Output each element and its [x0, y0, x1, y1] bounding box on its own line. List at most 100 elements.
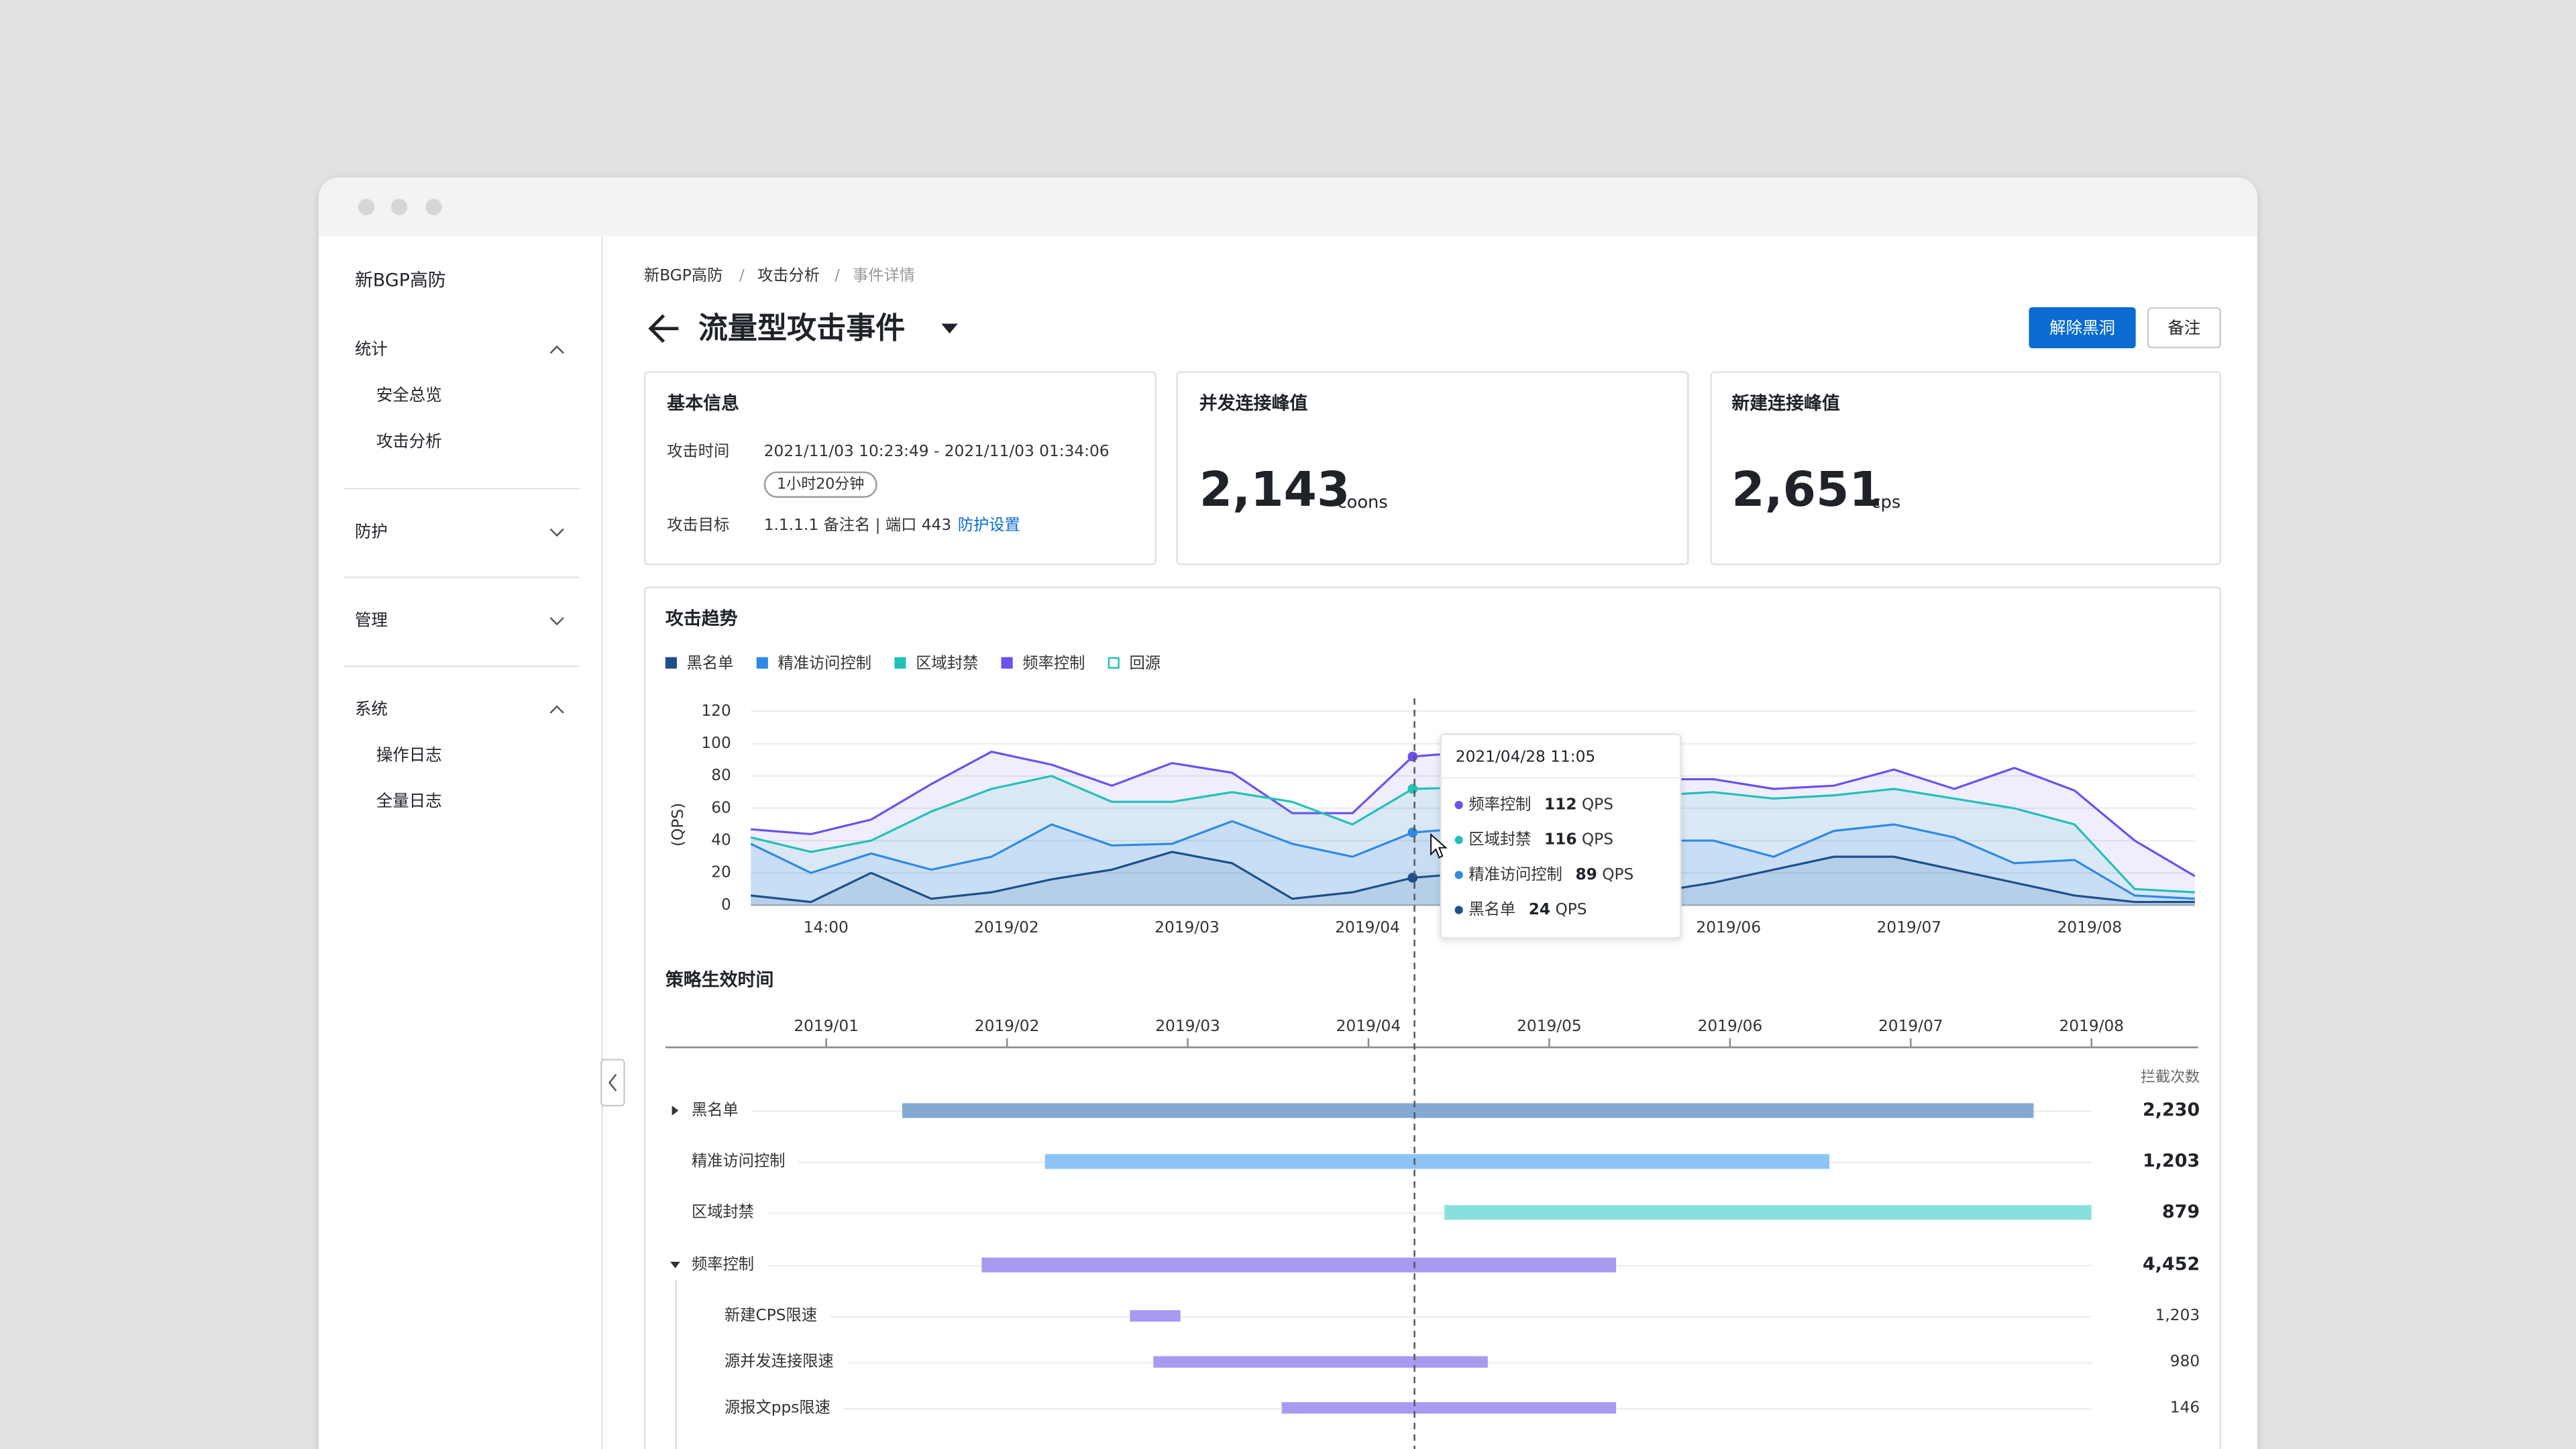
nav-item[interactable]: 攻击分析 — [376, 431, 442, 451]
count-value: 980 — [2170, 1352, 2200, 1371]
metric-unit: cps — [1871, 492, 1900, 513]
duration-bar — [1044, 1154, 1830, 1169]
nav-group[interactable]: 防护 — [355, 521, 388, 541]
field-value: 1.1.1.1 备注名 | 端口 443 — [764, 516, 951, 534]
field-label: 攻击时间 — [667, 442, 729, 460]
tooltip-unit: QPS — [1582, 830, 1613, 849]
legend-label[interactable]: 黑名单 — [687, 654, 734, 672]
duration-bar — [1153, 1356, 1488, 1368]
button[interactable] — [2147, 307, 2222, 349]
window-dot — [358, 199, 375, 215]
tooltip-unit: QPS — [1555, 900, 1587, 918]
tooltip-dot — [1454, 800, 1463, 810]
nav-item[interactable]: 操作日志 — [376, 745, 442, 765]
hover-point — [1407, 751, 1418, 762]
metric-unit: coons — [1337, 492, 1387, 513]
card — [1176, 371, 1689, 566]
link[interactable]: 防护设置 — [958, 516, 1020, 534]
field-label: 攻击目标 — [667, 516, 729, 534]
tooltip-value: 24 — [1529, 900, 1550, 918]
card — [1710, 371, 2222, 566]
tooltip-unit: QPS — [1602, 865, 1633, 883]
tooltip — [1440, 733, 1682, 939]
duration-bar — [1281, 1402, 1617, 1414]
tooltip-dot — [1454, 906, 1463, 914]
x-tick-label: 2019/01 — [794, 1017, 859, 1035]
duration-bar — [1130, 1310, 1181, 1322]
metric-value: 2,651 — [1731, 462, 1882, 517]
x-tick-label: 14:00 — [804, 918, 849, 936]
chevron — [549, 616, 564, 626]
collapse-button[interactable] — [600, 1059, 625, 1107]
row-label: 频率控制 — [692, 1255, 754, 1273]
nav-group[interactable]: 统计 — [355, 339, 388, 359]
legend-label[interactable]: 区域封禁 — [916, 654, 978, 672]
chevron — [549, 345, 564, 354]
row-label: 黑名单 — [692, 1101, 739, 1119]
legend-label[interactable]: 回源 — [1129, 654, 1161, 672]
legend-label[interactable]: 精准访问控制 — [778, 654, 872, 672]
nav-group[interactable]: 管理 — [355, 610, 388, 630]
x-tick-label: 2019/04 — [1335, 918, 1400, 936]
tooltip-name: 黑名单 — [1468, 900, 1515, 918]
nav-group[interactable]: 系统 — [355, 699, 388, 718]
title-dropdown[interactable] — [941, 323, 958, 334]
tooltip-name: 区域封禁 — [1468, 830, 1531, 849]
badge-text: 1小时20分钟 — [777, 476, 864, 492]
x-tick-label: 2019/03 — [1155, 918, 1220, 936]
page-title: 流量型攻击事件 — [698, 311, 906, 345]
legend-swatch — [1001, 657, 1013, 669]
x-tick-label: 2019/08 — [2059, 1017, 2124, 1035]
field-value: 2021/11/03 10:23:49 - 2021/11/03 01:34:0… — [764, 442, 1110, 460]
y-tick-label: 0 — [721, 896, 731, 914]
count-value: 4,452 — [2143, 1254, 2200, 1275]
nav-item[interactable]: 全量日志 — [376, 791, 442, 810]
x-tick-label: 2019/06 — [1696, 918, 1761, 936]
duration-bar — [902, 1103, 2034, 1118]
legend-swatch — [1108, 657, 1120, 669]
count-value: 146 — [2170, 1398, 2200, 1416]
nav-item[interactable]: 安全总览 — [376, 385, 442, 405]
x-tick-label: 2019/02 — [975, 1017, 1040, 1035]
row-label: 源报文pps限速 — [724, 1398, 830, 1416]
x-tick-label: 2019/08 — [2057, 918, 2123, 936]
breadcrumb-item[interactable]: 新BGP高防 — [644, 266, 722, 284]
tooltip-value: 89 — [1575, 865, 1597, 883]
primary-button[interactable] — [2029, 307, 2136, 349]
collapse-icon — [608, 1073, 617, 1091]
x-tick-label: 2019/02 — [974, 918, 1039, 936]
collapse-toggle[interactable] — [670, 1261, 680, 1269]
hover-point — [1407, 784, 1418, 794]
button-label: 备注 — [2167, 318, 2200, 337]
duration-badge — [763, 471, 877, 498]
y-tick-label: 80 — [711, 766, 731, 784]
duration-bar — [1444, 1205, 2092, 1220]
x-tick-label: 2019/07 — [1876, 918, 1941, 936]
y-tick-label: 120 — [701, 702, 731, 720]
y-tick-label: 60 — [711, 798, 731, 816]
legend-swatch — [894, 657, 906, 669]
legend-swatch — [665, 657, 677, 669]
back-arrow[interactable] — [648, 314, 679, 343]
count-value: 879 — [2162, 1201, 2200, 1222]
legend-label[interactable]: 频率控制 — [1022, 654, 1085, 672]
y-axis-label: (QPS) — [669, 803, 687, 847]
breadcrumb-item[interactable]: 攻击分析 — [757, 266, 820, 284]
sidebar-title: 新BGP高防 — [355, 270, 446, 290]
y-tick-label: 40 — [711, 831, 731, 849]
title-bar — [319, 177, 2257, 237]
button-label: 解除黑洞 — [2049, 318, 2115, 337]
tooltip-name: 频率控制 — [1468, 796, 1531, 814]
breadcrumb-item: 事件详情 — [853, 266, 915, 284]
chart-title: 策略生效时间 — [665, 969, 774, 991]
mouse-pointer — [1430, 833, 1448, 859]
x-tick-label: 2019/07 — [1878, 1017, 1943, 1035]
count-value: 1,203 — [2143, 1150, 2200, 1171]
card — [644, 371, 1157, 566]
hover-point — [1407, 827, 1418, 838]
window-dot — [390, 199, 408, 215]
expand-toggle[interactable] — [672, 1106, 679, 1116]
legend-swatch — [756, 657, 768, 669]
